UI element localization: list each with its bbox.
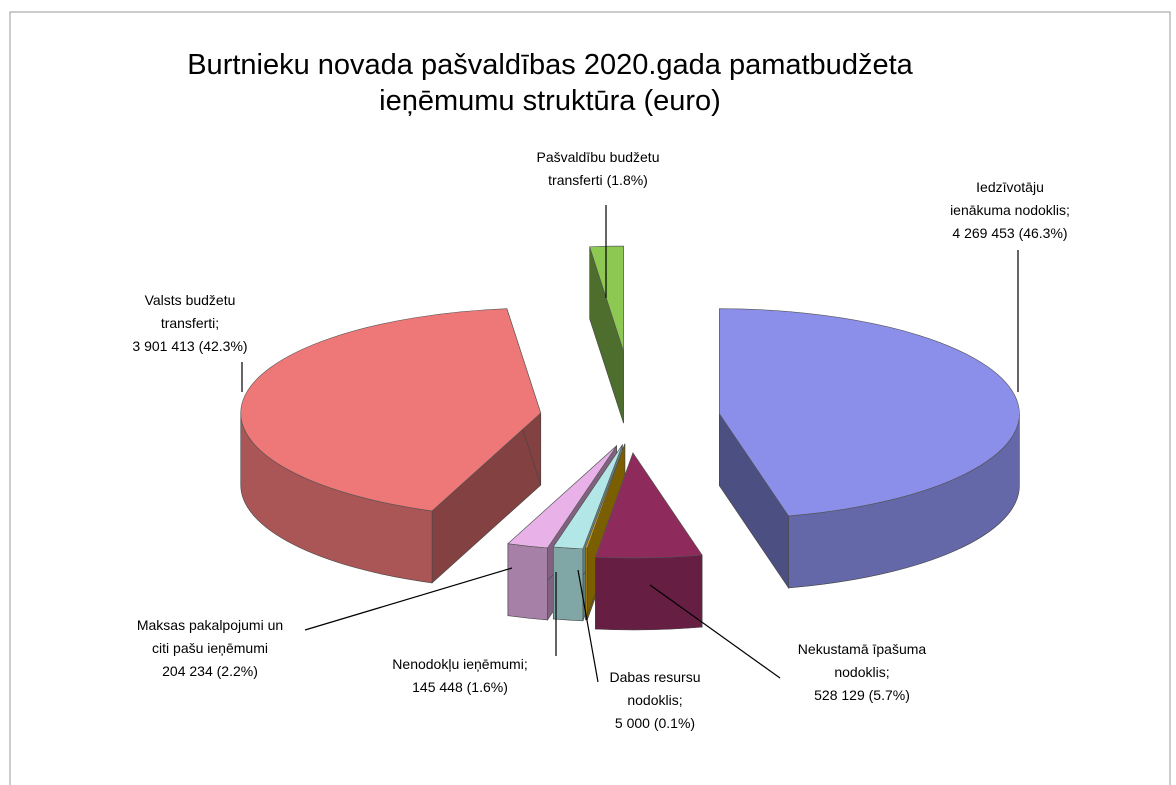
leader-line <box>577 569 599 683</box>
slice <box>594 451 703 631</box>
chart-frame <box>9 11 1171 785</box>
slice-top <box>584 443 626 549</box>
category-label: Nekustamā īpašuma nodoklis; <box>798 641 927 680</box>
category-label: Nenodokļu ieņēmumi; <box>392 656 527 672</box>
label-line: Dabas resursu <box>609 669 700 685</box>
slice-top <box>594 452 703 559</box>
value-label: 528 129 (5.7%) <box>814 687 910 703</box>
value-label: 145 448 (1.6%) <box>412 679 508 695</box>
label-line: Pašvaldību budžetu <box>537 149 660 165</box>
slice <box>589 245 624 424</box>
slice-outer-wall <box>585 547 588 621</box>
category-label: Pašvaldību budžetu transferti <box>537 149 660 188</box>
label-line: Nenodokļu ieņēmumi; <box>392 656 527 672</box>
data-label: Maksas pakalpojumi un citi pašu ieņēmumi 2… <box>137 617 283 679</box>
slice-outer-wall <box>552 546 584 622</box>
slice <box>719 308 1020 589</box>
value-label: 204 234 (2.2%) <box>162 663 258 679</box>
data-label: Valsts budžetu transferti; 3 901 413 (42.3… <box>132 292 247 354</box>
slice <box>240 308 542 584</box>
data-label: Iedzīvotāju ienākuma nodoklis; 4 269 453 (… <box>950 179 1070 241</box>
category-label: Valsts budžetu transferti; <box>145 292 236 331</box>
data-label: Pašvaldību budžetu transferti (1.8%) <box>537 149 660 188</box>
slice-top <box>240 308 542 512</box>
slice-top <box>507 445 617 549</box>
title-line: ieņēmumu struktūra (euro) <box>379 85 721 117</box>
label-line: transferti; <box>161 315 219 331</box>
slice-top <box>552 444 623 550</box>
chart-title: Burtnieku novada pašvaldības 2020.gada p… <box>187 49 913 117</box>
label-line: citi pašu ieņēmumi <box>152 640 268 656</box>
label-line: Nekustamā īpašuma <box>798 641 927 657</box>
value-label: 5 000 (0.1%) <box>615 715 695 731</box>
label-line: Maksas pakalpojumi un <box>137 617 283 633</box>
label-line: ienākuma nodoklis; <box>950 202 1070 218</box>
category-label: Maksas pakalpojumi un citi pašu ieņēmumi <box>137 617 283 656</box>
label-line: nodoklis; <box>627 692 682 708</box>
label-line: nodoklis; <box>834 664 889 680</box>
data-label: Nekustamā īpašuma nodoklis; 528 129 (5.7%) <box>798 641 927 703</box>
label-line: Valsts budžetu <box>145 292 236 308</box>
slice-outer-wall <box>595 554 703 631</box>
leader-line <box>649 584 781 679</box>
category-label: Iedzīvotāju ienākuma nodoklis; <box>950 179 1070 218</box>
label-line: Iedzīvotāju <box>976 179 1044 195</box>
title-line: Burtnieku novada pašvaldības 2020.gada p… <box>187 49 913 81</box>
data-label: Nenodokļu ieņēmumi; 145 448 (1.6%) <box>392 656 527 695</box>
slice-outer-wall <box>507 543 548 621</box>
data-label: Dabas resursu nodoklis; 5 000 (0.1%) <box>609 669 700 731</box>
slice-top <box>719 308 1020 517</box>
value-label: 3 901 413 (42.3%) <box>132 338 247 354</box>
leader-line <box>304 567 513 631</box>
label-line: transferti <box>548 172 602 188</box>
value-label: 4 269 453 (46.3%) <box>952 225 1067 241</box>
value-label: (1.8%) <box>607 172 648 188</box>
category-label: Dabas resursu nodoklis; <box>609 669 700 708</box>
